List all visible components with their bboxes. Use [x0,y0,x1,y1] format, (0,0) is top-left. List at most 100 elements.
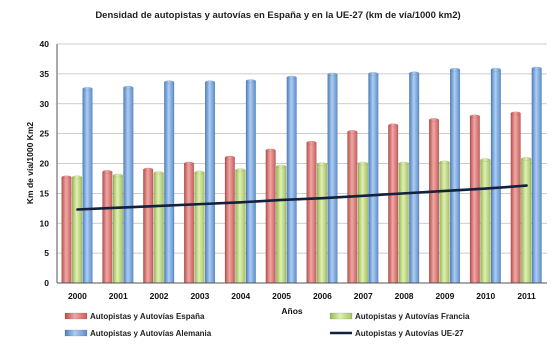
bar-alemania-2009 [449,69,461,284]
bar-top [469,114,480,119]
x-tick-label: 2011 [517,291,536,301]
x-tick-label: 2001 [109,291,128,301]
bar-top [347,130,358,134]
bar-top [82,87,93,91]
bar-top [327,72,338,77]
bar-top [306,140,317,145]
bar-top [102,170,113,174]
bar-top [123,85,134,90]
bar-alemania-2004 [245,80,256,284]
x-tick-label: 2003 [190,291,209,301]
eu27-line-layer [76,184,528,211]
bar-alemania-2001 [123,87,134,284]
bar-francia-2006 [316,163,328,284]
bar-francia-2011 [521,158,532,284]
bar-españa-2002 [143,169,154,284]
bar-alemania-2003 [204,82,216,284]
bar-top [510,111,521,116]
y-tick-label: 0 [44,278,49,288]
bar-francia-2010 [480,159,491,284]
bar-top [388,123,399,128]
bar-alemania-2011 [531,68,542,284]
x-tick-label: 2004 [231,291,250,301]
bar-top [317,162,328,166]
y-tick-label: 20 [40,159,50,169]
bar-top [521,156,532,161]
bar-alemania-2010 [490,69,501,284]
bar-alemania-2000 [82,88,93,284]
bar-top [439,160,450,165]
bar-españa-2009 [428,119,440,284]
bar-top [480,158,491,162]
bar-top [235,168,246,172]
x-axis-label: Años [281,306,303,316]
bar-alemania-2005 [286,77,297,284]
y-tick-label: 25 [40,129,50,139]
axes [56,44,547,284]
bars [61,66,542,284]
y-tick-label: 5 [44,248,49,258]
bar-alemania-2006 [327,74,338,284]
y-tick-label: 40 [40,39,50,49]
bar-top [450,67,461,72]
legend-label: Autopistas y Autovías Francia [355,312,470,321]
bar-alemania-2002 [164,82,175,284]
bar-top [205,80,216,84]
bar-francia-2007 [357,163,368,284]
bar-top [265,148,276,153]
bar-francia-2000 [71,177,83,284]
bar-francia-2002 [153,172,164,284]
bar-alemania-2007 [368,73,379,284]
bar-top [286,75,297,80]
x-tick-label: 2006 [313,291,332,301]
bar-españa-2010 [469,116,480,284]
bar-españa-2006 [306,142,317,284]
bar-francia-2005 [276,166,287,284]
bar-francia-2001 [112,175,123,284]
bar-españa-2001 [102,171,113,284]
legend: Autopistas y Autovías España Autopistas y… [64,312,470,338]
bar-top [143,167,154,172]
bar-españa-2000 [61,177,72,284]
gridlines [57,43,547,284]
eu27-line [76,184,528,211]
x-tick-label: 2009 [435,291,454,301]
bar-top [398,161,409,166]
legend-label: Autopistas y Autovías España [90,312,205,321]
bar-top [224,155,235,160]
bar-españa-2007 [347,131,358,284]
bar-españa-2003 [183,163,195,284]
legend-label: Autopistas y Autovías UE-27 [355,329,464,338]
legend-swatch [64,329,88,337]
bar-top [72,175,83,179]
bar-top [245,79,256,83]
bar-españa-2008 [388,125,399,284]
bar-top [368,72,379,76]
bar-españa-2011 [510,113,521,284]
y-tick-label: 10 [40,218,50,228]
bar-top [409,71,420,76]
bar-top [531,66,542,71]
legend-label: Autopistas y Autovías Alemania [90,329,212,338]
x-tick-label: 2002 [150,291,169,301]
bar-top [164,80,175,84]
y-axis-ticks: 0 5 10 15 20 25 30 35 40 [40,39,50,288]
bar-españa-2005 [265,150,276,284]
bar-top [112,173,123,178]
y-tick-label: 30 [40,99,50,109]
bar-top [61,175,72,179]
legend-swatch [64,312,88,320]
x-tick-label: 2010 [476,291,495,301]
bar-top [194,170,205,175]
bar-top [490,67,501,72]
bar-top [429,118,440,122]
x-tick-label: 2000 [68,291,87,301]
x-tick-label: 2008 [395,291,414,301]
y-axis-label: Km de vía/1000 Km2 [25,122,35,204]
bar-alemania-2008 [409,73,420,284]
chart-title: Densidad de autopistas y autovías en Esp… [95,10,460,21]
x-tick-label: 2007 [354,291,373,301]
x-axis-ticks: 2000 2001 2002 2003 2004 2005 2006 2007 2008 2009… [68,291,536,301]
bar-españa-2004 [224,157,235,284]
